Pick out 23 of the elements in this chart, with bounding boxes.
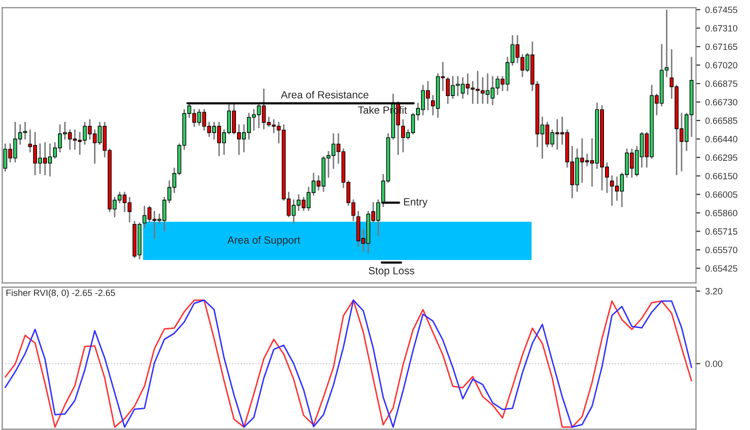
y-tick-label: 0.66585 [705,117,738,124]
y-tick-label: 0.65715 [705,228,738,235]
line-series [4,299,692,428]
y-tick-label: 0.66295 [705,154,738,161]
y-tick-label: 0.65570 [705,246,738,254]
y-tick-label: 0.66875 [705,80,738,87]
y-tick-label: 0.66005 [705,191,738,198]
band-label: Area of Support [227,236,300,246]
y-tick-label: 0.66730 [705,98,738,106]
y-tick-label: 0.67020 [705,62,738,68]
ref-line-label: Area of Resistance [280,90,368,98]
y-tick-label: 3.20 [705,288,722,294]
chart-title: Fisher RVI(8, 0) -2.65 -2.65 [6,289,116,298]
y-tick-label: 0.65860 [705,210,738,216]
y-tick-label: 0.67310 [705,25,738,32]
y-tick-label: 0.65425 [705,265,738,272]
ref-line-label: Stop Loss [368,266,414,276]
y-tick-label: 0.00 [705,360,722,367]
ref-line-label: Entry [404,198,428,208]
y-tick-label: 0.66150 [705,172,738,180]
y-tick-label: 0.67165 [705,44,738,50]
y-tick-label: 0.67455 [705,6,738,14]
y-tick-label: 0.66440 [705,136,738,142]
